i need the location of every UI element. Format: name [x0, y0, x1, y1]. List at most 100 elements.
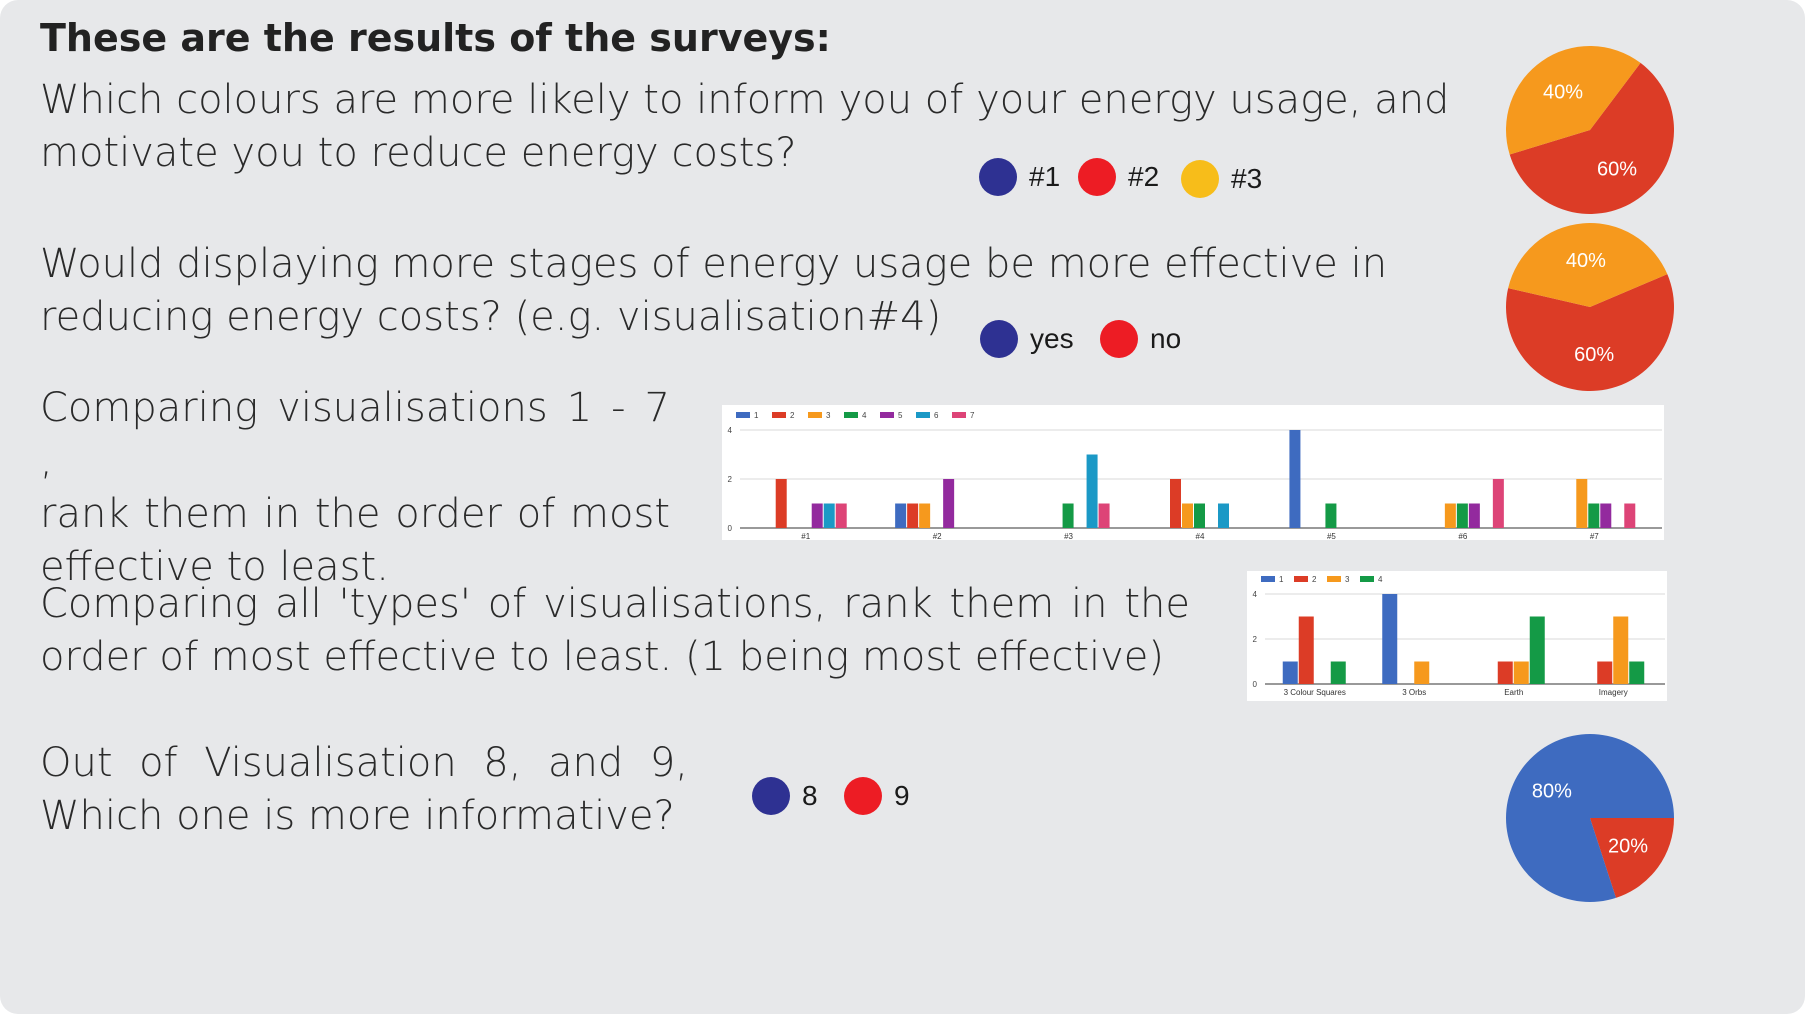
legend-item: #2: [1078, 158, 1159, 196]
legend-swatch: [952, 412, 966, 418]
bar: [1444, 503, 1456, 528]
legend-swatch: [980, 320, 1018, 358]
bar: [1282, 661, 1298, 684]
bar: [1086, 454, 1098, 528]
pie-chart-stages: 60% 40%: [1506, 223, 1674, 391]
pie-slice: [1508, 223, 1668, 307]
bar: [811, 503, 823, 528]
bar: [1098, 503, 1110, 528]
legend-label: 5: [898, 411, 903, 420]
bar-chart-types: 0 2 4 1 2 3 4 3 Colour Squares 3 Orbs Earth Imager…: [1247, 571, 1667, 701]
bar: [1613, 616, 1629, 684]
x-tick-label: #3: [1064, 532, 1073, 540]
bar: [1529, 616, 1545, 684]
bar: [1597, 661, 1613, 684]
chart-background: [1247, 571, 1667, 701]
x-tick-label: 3 Orbs: [1402, 688, 1426, 697]
pie-slice-label: 60%: [1574, 344, 1614, 366]
pie-chart-informative: 20% 80%: [1506, 734, 1674, 902]
legend-label: yes: [1030, 323, 1074, 354]
bar: [1629, 661, 1645, 684]
bar: [1513, 661, 1529, 684]
legend-swatch: [1261, 576, 1275, 582]
legend-item: yes: [980, 320, 1074, 358]
legend-label: #2: [1128, 161, 1160, 192]
y-tick-label: 2: [1253, 635, 1258, 644]
legend-label: 3: [826, 411, 831, 420]
question-line: Out of Visualisation 8, and 9,: [40, 740, 688, 786]
bar: [1325, 503, 1337, 528]
legend-swatch: [772, 412, 786, 418]
legend-label: #1: [1029, 161, 1061, 192]
bar: [1456, 503, 1468, 528]
bar: [1289, 430, 1301, 528]
x-tick-label: #1: [801, 532, 810, 540]
legend-label: #3: [1231, 163, 1263, 194]
bar: [1588, 503, 1600, 528]
bar: [775, 479, 787, 528]
x-tick-label: #2: [933, 532, 942, 540]
bar: [1330, 661, 1346, 684]
legend-label: no: [1150, 323, 1182, 354]
pie-slice: [1590, 818, 1674, 898]
legend-swatch: [844, 777, 882, 815]
bar: [1492, 479, 1504, 528]
question-rank-types: Comparing all 'types' of visualisations,…: [40, 578, 1190, 684]
bar: [1414, 661, 1430, 684]
pie-slice: [1506, 45, 1641, 155]
y-tick-label: 0: [728, 524, 733, 533]
legend-label: 1: [754, 411, 759, 420]
x-tick-label: 3 Colour Squares: [1284, 688, 1346, 697]
legend-label: 2: [790, 411, 795, 420]
legend-label: 4: [862, 411, 867, 420]
bar: [1062, 503, 1074, 528]
question-line: Comparing all 'types' of visualisations,…: [40, 581, 1190, 627]
pie-slice-label: 80%: [1532, 780, 1572, 802]
x-tick-label: #5: [1327, 532, 1336, 540]
x-tick-label: #6: [1458, 532, 1467, 540]
x-tick-label: Earth: [1504, 688, 1523, 697]
bar: [835, 503, 847, 528]
bar: [919, 503, 931, 528]
bar: [1298, 616, 1314, 684]
pie-slice-label: 40%: [1543, 81, 1583, 103]
question-stages: Would displaying more stages of energy u…: [40, 241, 1388, 340]
legend-label: 8: [802, 780, 818, 811]
legend-label: 9: [894, 780, 910, 811]
legend-swatch: [844, 412, 858, 418]
question-line: Comparing visualisations 1 - 7 ,: [40, 385, 670, 484]
pie-slice-label: 40%: [1566, 250, 1606, 272]
pie-slice: [1506, 274, 1674, 391]
y-tick-label: 4: [1253, 590, 1258, 599]
bar: [1194, 503, 1205, 528]
legend-item: 8: [752, 777, 818, 815]
question-line: rank them in the order of most: [40, 491, 670, 537]
pie-slice: [1509, 62, 1674, 215]
bar-chart-visualisations: 0 2 4 1 2 3 4 5 6 7 #1 #2 #3 #4 #5 #6 #7: [722, 405, 1664, 540]
legend-item: no: [1100, 320, 1181, 358]
legend-swatch: [1327, 576, 1341, 582]
y-tick-label: 4: [728, 426, 733, 435]
question-line: order of most effective to least. (1 bei…: [40, 634, 1165, 680]
legend-label: 4: [1378, 575, 1383, 584]
bar: [1497, 661, 1513, 684]
legend-item: #1: [979, 158, 1060, 196]
page-title: These are the results of the surveys:: [40, 16, 831, 60]
legend-swatch: [1100, 320, 1138, 358]
legend-label: 3: [1345, 575, 1350, 584]
y-tick-label: 0: [1253, 680, 1258, 689]
bar: [1600, 503, 1612, 528]
bar: [907, 503, 919, 528]
legend-swatch: [1294, 576, 1308, 582]
legend-label: 2: [1312, 575, 1317, 584]
bar: [1170, 479, 1181, 528]
question-line: Which one is more informative?: [40, 793, 675, 839]
bar: [1468, 503, 1480, 528]
legend-swatch: [752, 777, 790, 815]
question-line: effective to least.: [40, 544, 389, 590]
legend-item: 9: [844, 777, 910, 815]
y-tick-label: 2: [728, 475, 733, 484]
pie-slice-label: 20%: [1608, 836, 1648, 858]
legend-label: 6: [934, 411, 939, 420]
